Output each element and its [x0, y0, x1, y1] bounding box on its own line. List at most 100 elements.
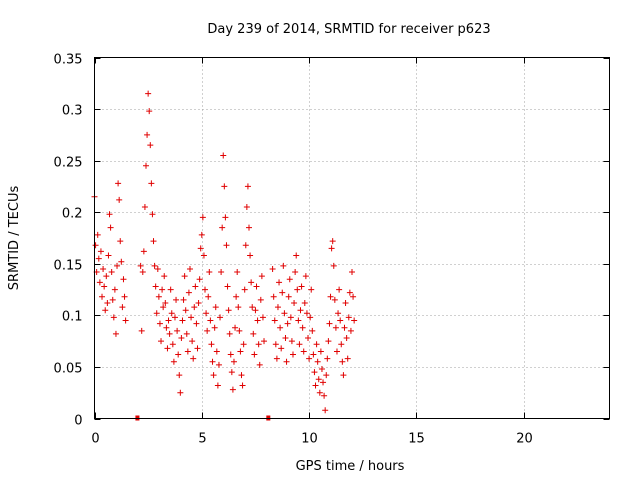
data-point — [281, 310, 288, 317]
data-point — [121, 293, 128, 300]
data-point — [170, 358, 177, 365]
data-point — [225, 307, 232, 314]
data-point — [252, 307, 259, 314]
data-point — [286, 276, 293, 283]
data-point — [152, 283, 159, 290]
data-point — [120, 276, 127, 283]
data-point — [307, 314, 314, 321]
data-point — [229, 386, 236, 393]
data-point — [277, 324, 284, 331]
data-point — [326, 320, 333, 327]
data-point — [209, 358, 216, 365]
data-point — [295, 317, 302, 324]
data-point — [217, 314, 224, 321]
data-point — [289, 351, 296, 358]
data-point — [239, 382, 246, 389]
data-point — [308, 286, 315, 293]
data-point — [214, 382, 221, 389]
data-point — [153, 310, 160, 317]
data-point — [226, 330, 233, 337]
data-point — [198, 231, 205, 238]
data-point — [185, 289, 192, 296]
data-point — [351, 317, 358, 324]
data-point — [109, 296, 116, 303]
y-tick-label: 0.15 — [54, 259, 83, 274]
data-point — [175, 351, 182, 358]
data-point — [230, 358, 237, 365]
data-point — [167, 286, 174, 293]
data-point — [253, 283, 260, 290]
data-point — [251, 351, 258, 358]
data-point — [320, 379, 327, 386]
data-point — [294, 286, 301, 293]
data-point — [204, 327, 211, 334]
data-point — [224, 283, 231, 290]
data-point — [248, 279, 255, 286]
data-point — [160, 304, 167, 311]
data-point — [146, 108, 153, 115]
data-point — [342, 299, 349, 306]
data-point — [180, 296, 187, 303]
y-tick-label: 0.05 — [54, 362, 83, 377]
data-point — [190, 355, 197, 362]
data-point — [321, 392, 328, 399]
data-point — [141, 204, 148, 211]
data-point — [212, 304, 219, 311]
data-point — [156, 320, 163, 327]
data-point — [138, 327, 145, 334]
data-point — [298, 283, 305, 290]
data-point — [234, 269, 241, 276]
data-point — [182, 307, 189, 314]
data-point — [140, 248, 147, 255]
data-point — [208, 341, 215, 348]
data-point — [313, 341, 320, 348]
data-point — [100, 265, 107, 272]
data-point — [291, 299, 298, 306]
data-point — [309, 327, 316, 334]
data-point — [164, 345, 171, 352]
data-point — [119, 304, 126, 311]
data-point — [183, 330, 190, 337]
data-point — [193, 320, 200, 327]
data-point — [155, 293, 162, 300]
data-point — [200, 252, 207, 259]
data-point — [95, 255, 102, 262]
x-tick-labels: 0 5 10 15 20 — [91, 432, 532, 447]
data-point — [316, 389, 323, 396]
data-point — [282, 335, 289, 342]
data-point — [205, 293, 212, 300]
data-point — [163, 324, 170, 331]
data-point — [92, 242, 99, 249]
data-point — [220, 152, 227, 159]
data-point — [105, 252, 112, 259]
data-point — [118, 258, 125, 265]
data-point — [107, 224, 114, 231]
data-point — [332, 324, 339, 331]
data-point — [94, 231, 101, 238]
data-point — [350, 293, 357, 300]
data-point — [284, 320, 291, 327]
data-point — [254, 317, 261, 324]
data-point — [110, 314, 117, 321]
data-point — [227, 351, 234, 358]
data-point — [271, 317, 278, 324]
data-point — [303, 310, 310, 317]
chart-title: Day 239 of 2014, SRMTID for receiver p62… — [207, 22, 490, 37]
data-point — [258, 273, 265, 280]
data-point — [161, 273, 168, 280]
data-point — [186, 265, 193, 272]
data-point — [247, 252, 254, 259]
data-point — [176, 372, 183, 379]
y-tick-labels: 0 0.05 0.1 0.15 0.2 0.25 0.3 0.35 — [54, 53, 83, 429]
data-point — [255, 341, 262, 348]
data-point — [331, 296, 338, 303]
data-point — [323, 372, 330, 379]
y-tick-label: 0 — [74, 414, 82, 429]
y-tick-label: 0.1 — [62, 310, 83, 325]
data-point — [169, 341, 176, 348]
data-point — [199, 214, 206, 221]
data-point — [236, 327, 243, 334]
data-point — [324, 355, 331, 362]
data-point — [218, 269, 225, 276]
data-point — [108, 269, 115, 276]
